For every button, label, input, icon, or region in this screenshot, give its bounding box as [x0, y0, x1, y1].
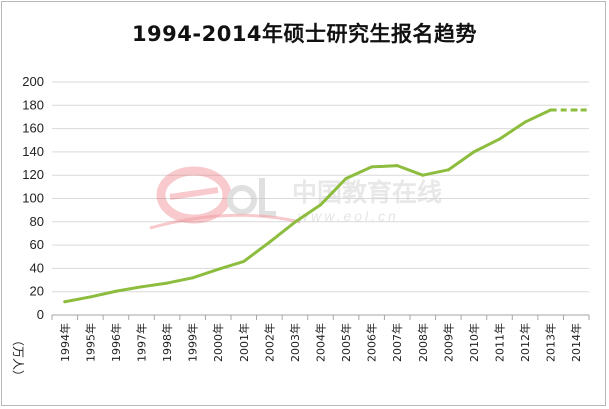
x-axis — [51, 315, 590, 320]
x-tick-label: 2008年 — [416, 323, 430, 362]
x-tick-label: 2010年 — [467, 323, 481, 362]
y-tick-label: 80 — [30, 214, 44, 229]
data-point — [242, 259, 246, 263]
x-tick-label: 2001年 — [237, 323, 251, 362]
watermark: 中国教育在线 www.eol.cn — [149, 166, 442, 230]
data-point — [446, 168, 450, 172]
x-tick-label: 1998年 — [160, 323, 174, 362]
data-point — [63, 300, 67, 304]
data-point — [344, 176, 348, 180]
data-point — [370, 165, 374, 169]
chart-title: 1994-2014年硕士研究生报名趋势 — [131, 22, 478, 46]
y-tick-label: 140 — [22, 144, 44, 159]
y-tick-label: 40 — [30, 260, 44, 275]
x-tick-label: 2009年 — [441, 323, 455, 362]
data-point — [498, 137, 501, 141]
eol-logo — [149, 166, 301, 230]
y-tick-label: 160 — [22, 121, 44, 136]
data-point — [395, 164, 399, 168]
x-tick-label: 2013年 — [544, 323, 558, 362]
series-line — [63, 108, 553, 304]
watermark-cn-name: 中国教育在线 — [292, 178, 442, 207]
y-tick-label: 60 — [30, 237, 44, 252]
data-point — [549, 108, 553, 112]
data-point — [319, 203, 322, 207]
y-axis-label-text: （万人） — [11, 334, 25, 382]
y-axis-label: （万人） — [11, 334, 25, 382]
y-tick-label: 120 — [22, 167, 44, 182]
x-tick-label: 1997年 — [135, 323, 149, 362]
x-tick-label: 2000年 — [211, 323, 225, 362]
x-tick-label: 2005年 — [339, 323, 353, 362]
x-tick-labels: 1994年 1995年 1996年 1997年 1998年 1999年 2000年 2001年… — [58, 323, 583, 362]
x-tick-label: 1996年 — [109, 323, 123, 362]
x-tick-label: 1994年 — [58, 323, 72, 362]
x-tick-label: 2007年 — [390, 323, 404, 362]
x-tick-label: 2011年 — [493, 323, 507, 362]
data-point — [114, 289, 118, 293]
data-point — [165, 281, 169, 285]
y-tick-label: 0 — [37, 307, 44, 322]
x-tick-label: 2014年 — [569, 323, 583, 362]
data-point — [523, 120, 527, 124]
y-tick-labels: 0 20 40 60 80 100 120 140 160 180 200 — [22, 74, 44, 322]
data-point — [140, 285, 143, 289]
x-tick-label: 2012年 — [518, 323, 532, 362]
watermark-url: www.eol.cn — [298, 208, 399, 224]
data-point — [88, 295, 92, 299]
x-tick-label: 2004年 — [314, 323, 328, 362]
data-point — [267, 240, 271, 244]
y-tick-label: 20 — [30, 284, 44, 299]
x-tick-label: 2006年 — [365, 323, 379, 362]
data-point — [574, 108, 578, 112]
data-point — [421, 173, 425, 177]
series-layer — [63, 108, 587, 304]
y-tick-label: 100 — [22, 191, 44, 206]
data-point — [472, 150, 476, 154]
x-tick-label: 1995年 — [83, 323, 97, 362]
x-tick-label: 1999年 — [186, 323, 200, 362]
y-tick-label: 200 — [22, 74, 44, 89]
data-point — [216, 267, 220, 271]
gridlines — [52, 81, 589, 316]
x-tick-label: 2003年 — [288, 323, 302, 362]
y-tick-label: 180 — [22, 97, 44, 112]
x-tick-label: 2002年 — [262, 323, 276, 362]
data-point — [293, 220, 297, 224]
data-point — [191, 276, 195, 280]
